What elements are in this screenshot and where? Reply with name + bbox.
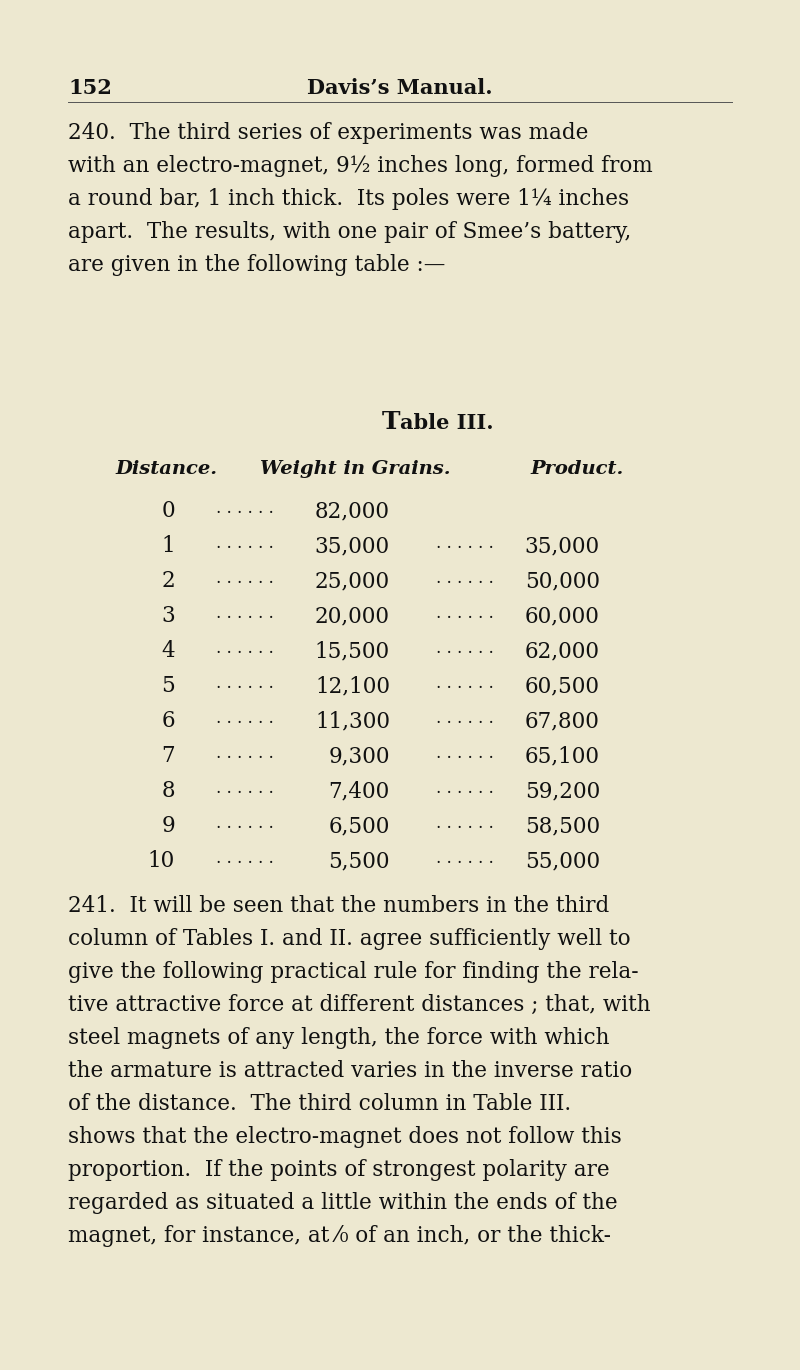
Text: 20,000: 20,000 <box>315 606 390 627</box>
Text: 8: 8 <box>162 780 175 801</box>
Text: 7: 7 <box>162 745 175 767</box>
Text: 6,500: 6,500 <box>329 815 390 837</box>
Text: Weight in Grains.: Weight in Grains. <box>260 460 450 478</box>
Text: 35,000: 35,000 <box>315 536 390 558</box>
Text: 67,800: 67,800 <box>525 710 600 732</box>
Text: T: T <box>382 410 400 434</box>
Text: . . . . . .: . . . . . . <box>436 640 494 658</box>
Text: 59,200: 59,200 <box>525 780 600 801</box>
Text: are given in the following table :—: are given in the following table :— <box>68 253 446 275</box>
Text: 152: 152 <box>68 78 112 99</box>
Text: . . . . . .: . . . . . . <box>216 536 274 552</box>
Text: . . . . . .: . . . . . . <box>216 710 274 727</box>
Text: . . . . . .: . . . . . . <box>436 745 494 762</box>
Text: . . . . . .: . . . . . . <box>436 780 494 797</box>
Text: 1: 1 <box>162 536 175 558</box>
Text: proportion.  If the points of strongest polarity are: proportion. If the points of strongest p… <box>68 1159 610 1181</box>
Text: 9: 9 <box>162 815 175 837</box>
Text: 11,300: 11,300 <box>315 710 390 732</box>
Text: . . . . . .: . . . . . . <box>216 640 274 658</box>
Text: 60,500: 60,500 <box>525 675 600 697</box>
Text: . . . . . .: . . . . . . <box>436 606 494 622</box>
Text: 15,500: 15,500 <box>315 640 390 662</box>
Text: . . . . . .: . . . . . . <box>216 675 274 692</box>
Text: . . . . . .: . . . . . . <box>436 710 494 727</box>
Text: . . . . . .: . . . . . . <box>216 570 274 586</box>
Text: magnet, for instance, at ⁄₀ of an inch, or the thick-: magnet, for instance, at ⁄₀ of an inch, … <box>68 1225 611 1247</box>
Text: Product.: Product. <box>530 460 623 478</box>
Text: 50,000: 50,000 <box>525 570 600 592</box>
Text: 55,000: 55,000 <box>525 849 600 871</box>
Text: the armature is attracted varies in the inverse ratio: the armature is attracted varies in the … <box>68 1060 632 1082</box>
Text: 60,000: 60,000 <box>525 606 600 627</box>
Text: . . . . . .: . . . . . . <box>436 570 494 586</box>
Text: . . . . . .: . . . . . . <box>436 815 494 832</box>
Text: with an electro-magnet, 9½ inches long, formed from: with an electro-magnet, 9½ inches long, … <box>68 155 653 177</box>
Text: 0: 0 <box>162 500 175 522</box>
Text: 10: 10 <box>148 849 175 871</box>
Text: 2: 2 <box>162 570 175 592</box>
Text: . . . . . .: . . . . . . <box>216 815 274 832</box>
Text: 35,000: 35,000 <box>525 536 600 558</box>
Text: 58,500: 58,500 <box>525 815 600 837</box>
Text: . . . . . .: . . . . . . <box>436 675 494 692</box>
Text: . . . . . .: . . . . . . <box>216 849 274 867</box>
Text: apart.  The results, with one pair of Smee’s battery,: apart. The results, with one pair of Sme… <box>68 221 631 242</box>
Text: shows that the electro-magnet does not follow this: shows that the electro-magnet does not f… <box>68 1126 622 1148</box>
Text: 82,000: 82,000 <box>315 500 390 522</box>
Text: 5,500: 5,500 <box>329 849 390 871</box>
Text: steel magnets of any length, the force with which: steel magnets of any length, the force w… <box>68 1028 610 1049</box>
Text: . . . . . .: . . . . . . <box>216 780 274 797</box>
Text: able III.: able III. <box>400 412 494 433</box>
Text: Davis’s Manual.: Davis’s Manual. <box>307 78 493 99</box>
Text: column of Tables I. and II. agree sufficiently well to: column of Tables I. and II. agree suffic… <box>68 927 630 949</box>
Text: . . . . . .: . . . . . . <box>436 536 494 552</box>
Text: Distance.: Distance. <box>115 460 217 478</box>
Text: of the distance.  The third column in Table III.: of the distance. The third column in Tab… <box>68 1093 571 1115</box>
Text: 62,000: 62,000 <box>525 640 600 662</box>
Text: 5: 5 <box>162 675 175 697</box>
Text: regarded as situated a little within the ends of the: regarded as situated a little within the… <box>68 1192 618 1214</box>
Text: 65,100: 65,100 <box>525 745 600 767</box>
Text: 25,000: 25,000 <box>315 570 390 592</box>
Text: a round bar, 1 inch thick.  Its poles were 1¼ inches: a round bar, 1 inch thick. Its poles wer… <box>68 188 629 210</box>
Text: . . . . . .: . . . . . . <box>216 606 274 622</box>
Text: give the following practical rule for finding the rela-: give the following practical rule for fi… <box>68 960 638 984</box>
Text: . . . . . .: . . . . . . <box>216 500 274 516</box>
Text: 240.  The third series of experiments was made: 240. The third series of experiments was… <box>68 122 588 144</box>
Text: . . . . . .: . . . . . . <box>436 849 494 867</box>
Text: 7,400: 7,400 <box>329 780 390 801</box>
Text: 9,300: 9,300 <box>329 745 390 767</box>
Text: . . . . . .: . . . . . . <box>216 745 274 762</box>
Text: 241.  It will be seen that the numbers in the third: 241. It will be seen that the numbers in… <box>68 895 610 917</box>
Text: 4: 4 <box>162 640 175 662</box>
Text: 12,100: 12,100 <box>315 675 390 697</box>
Text: tive attractive force at different distances ; that, with: tive attractive force at different dista… <box>68 995 650 1017</box>
Text: 6: 6 <box>162 710 175 732</box>
Text: 3: 3 <box>162 606 175 627</box>
